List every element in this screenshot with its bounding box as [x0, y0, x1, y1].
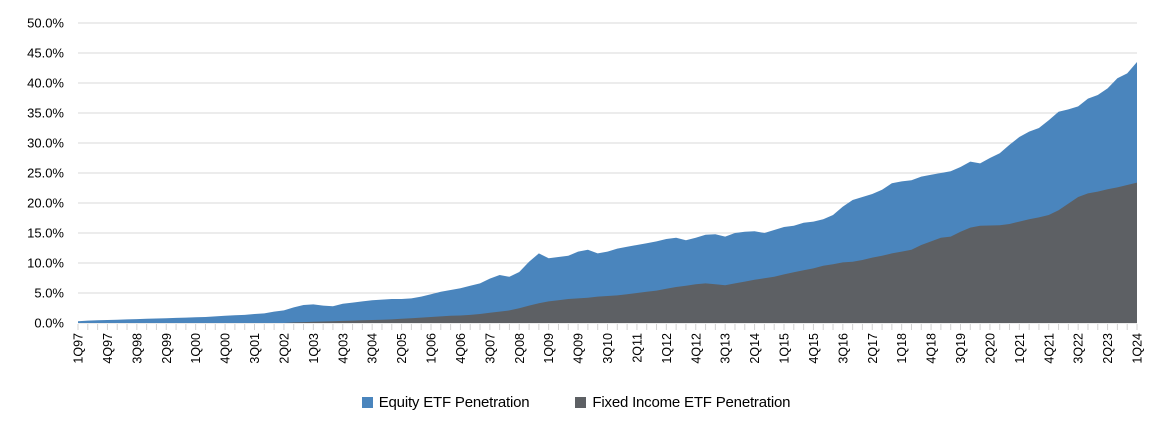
x-axis-tick-label: 1Q09: [542, 333, 556, 364]
x-axis-tick-label: 3Q19: [954, 333, 968, 364]
x-axis-tick-label: 2Q17: [866, 333, 880, 364]
chart-legend: Equity ETF Penetration Fixed Income ETF …: [0, 394, 1152, 411]
x-axis-tick-label: 1Q03: [307, 333, 321, 364]
y-axis-tick-label: 15.0%: [27, 226, 64, 241]
equity-series-swatch: [361, 397, 373, 408]
x-axis-tick-label: 1Q15: [778, 333, 792, 364]
x-axis-ticks: [77, 324, 1138, 330]
x-axis-tick-label: 4Q12: [689, 333, 703, 364]
x-axis-tick-label: 4Q15: [807, 333, 821, 364]
fixed-income-series-label: Fixed Income ETF Penetration: [592, 394, 791, 411]
x-axis-tick-label: 3Q04: [366, 333, 380, 364]
x-axis-tick-label: 2Q23: [1101, 333, 1115, 364]
x-axis-tick-label: 2Q08: [513, 333, 527, 364]
y-axis-tick-label: 25.0%: [27, 166, 64, 181]
y-axis-tick-label: 45.0%: [27, 46, 64, 61]
legend-item-fixed-income: Fixed Income ETF Penetration: [575, 394, 790, 411]
x-axis-tick-label: 4Q00: [219, 333, 233, 364]
y-axis-labels: 0.0% 5.0% 10.0% 15.0% 20.0% 25.0% 30.0% 35.0% 40…: [27, 16, 64, 331]
legend-item-equity: Equity ETF Penetration: [361, 394, 530, 411]
x-axis-tick-label: 1Q21: [1013, 333, 1027, 364]
x-axis-tick-label: 1Q06: [425, 333, 439, 364]
x-axis-tick-label: 2Q20: [983, 333, 997, 364]
x-axis-tick-label: 3Q16: [836, 333, 850, 364]
y-axis-tick-label: 5.0%: [34, 286, 64, 301]
y-axis-tick-label: 50.0%: [27, 16, 64, 31]
x-axis-tick-label: 4Q97: [101, 333, 115, 364]
x-axis-tick-label: 3Q07: [483, 333, 497, 364]
x-axis-tick-label: 2Q02: [277, 333, 291, 364]
gridlines: [78, 22, 1137, 324]
y-axis-tick-label: 10.0%: [27, 256, 64, 271]
x-axis-tick-label: 3Q98: [130, 333, 144, 364]
area-series: [78, 62, 1137, 323]
x-axis-tick-label: 2Q14: [748, 333, 762, 364]
x-axis-tick-label: 1Q97: [72, 333, 86, 364]
x-axis-tick-label: 4Q21: [1042, 333, 1056, 364]
x-axis-tick-label: 4Q09: [572, 333, 586, 364]
x-axis-tick-label: 3Q10: [601, 333, 615, 364]
x-axis-tick-label: 1Q12: [660, 333, 674, 364]
x-axis-tick-label: 3Q01: [248, 333, 262, 364]
x-axis-tick-label: 1Q00: [189, 333, 203, 364]
x-axis-tick-label: 4Q06: [454, 333, 468, 364]
y-axis-tick-label: 20.0%: [27, 196, 64, 211]
x-axis-tick-label: 1Q18: [895, 333, 909, 364]
x-axis-tick-label: 4Q18: [925, 333, 939, 364]
equity-series-label: Equity ETF Penetration: [378, 394, 530, 411]
fixed-income-series-swatch: [575, 397, 587, 408]
x-axis-tick-label: 3Q22: [1072, 333, 1086, 364]
y-axis-tick-label: 0.0%: [34, 316, 64, 331]
area-chart-canvas: 0.0% 5.0% 10.0% 15.0% 20.0% 25.0% 30.0% 35.0% 40…: [27, 16, 1145, 364]
fixed-income-etf-penetration-area: [78, 182, 1137, 323]
x-axis-tick-label: 2Q11: [630, 333, 644, 363]
y-axis-tick-label: 35.0%: [27, 106, 64, 121]
y-axis-tick-label: 40.0%: [27, 76, 64, 91]
x-axis-tick-label: 3Q13: [719, 333, 733, 364]
x-axis-tick-label: 1Q24: [1131, 333, 1145, 364]
x-axis-tick-label: 2Q99: [160, 333, 174, 364]
x-axis-tick-label: 4Q03: [336, 333, 350, 364]
x-axis-tick-label: 2Q05: [395, 333, 409, 364]
x-axis-labels: 1Q97 4Q97 3Q98 2Q99 1Q00 4Q00 3Q01 2Q02 1Q03 4Q03…: [72, 333, 1145, 364]
y-axis-tick-label: 30.0%: [27, 136, 64, 151]
